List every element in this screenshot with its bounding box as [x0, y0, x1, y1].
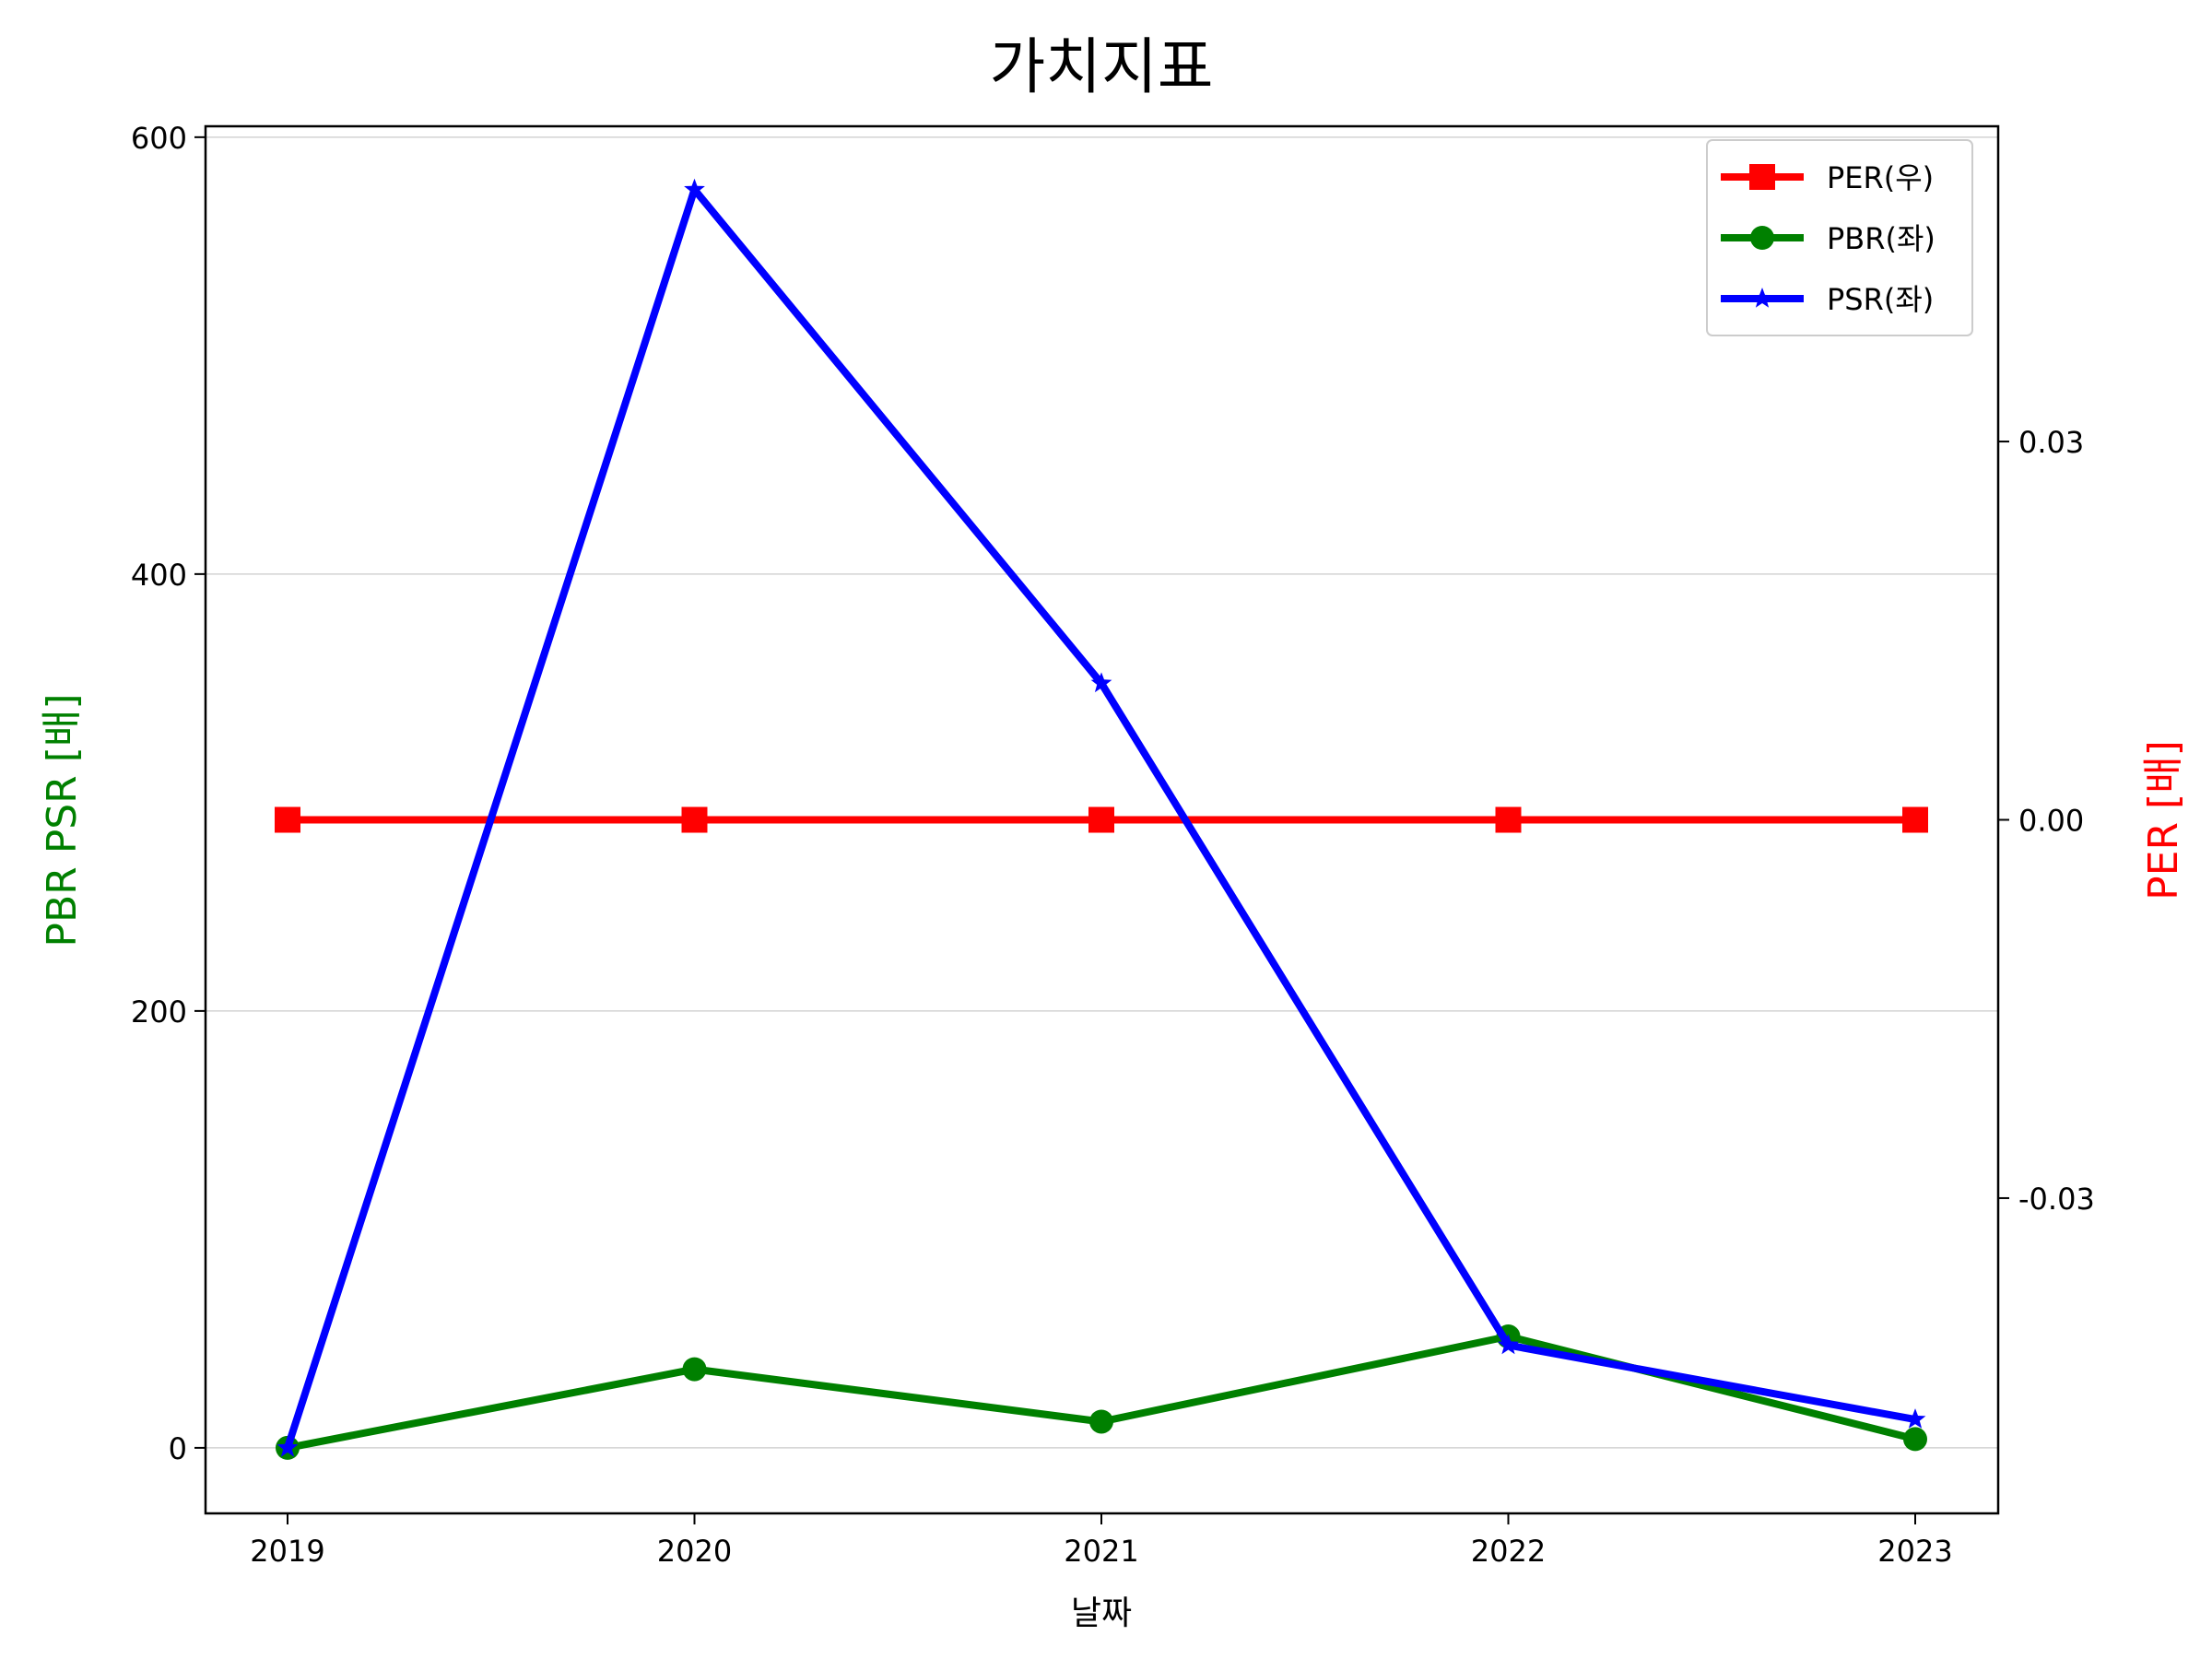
data-point — [1495, 806, 1522, 833]
axes: 0 200 400 600 -0.03 0.00 0.03 2019 2020 2021 2022 2… — [131, 121, 2095, 1569]
legend: PER(우) PBR(좌) PSR(좌) — [1706, 139, 1973, 336]
right-y-axis-label: PER [배] — [2140, 740, 2187, 900]
left-y-tick-label: 200 — [131, 994, 187, 1030]
data-point — [1903, 1427, 1927, 1452]
x-tick-label: 2020 — [657, 1534, 732, 1569]
left-y-tick-label: 0 — [169, 1431, 187, 1466]
left-y-tick-label: 600 — [131, 121, 187, 156]
data-point — [682, 1357, 707, 1382]
legend-marker — [1750, 226, 1774, 250]
data-point — [1498, 1334, 1519, 1355]
series-psr — [276, 178, 1926, 1457]
data-point — [681, 806, 708, 833]
data-point — [275, 806, 300, 833]
legend-label: PER(우) — [1827, 160, 1934, 195]
left-y-axis-label: PBR PSR [배] — [39, 693, 86, 947]
legend-item: PSR(좌) — [1721, 282, 1934, 317]
data-point — [684, 178, 705, 199]
data-point — [1904, 1408, 1926, 1429]
data-point — [1090, 672, 1112, 693]
series-layer — [275, 178, 1928, 1460]
chart-title: 가치지표 — [990, 31, 1214, 102]
x-tick-label: 2022 — [1471, 1534, 1546, 1569]
right-y-tick-label: 0.03 — [2018, 425, 2084, 460]
x-tick-label: 2019 — [250, 1534, 324, 1569]
data-point — [276, 1436, 299, 1457]
data-point — [1902, 806, 1928, 833]
legend-label: PBR(좌) — [1827, 221, 1936, 256]
legend-label: PSR(좌) — [1827, 282, 1934, 317]
series-per — [275, 806, 1928, 833]
legend-marker — [1749, 164, 1775, 190]
right-y-tick-label: -0.03 — [2018, 1182, 2095, 1217]
data-point — [1089, 1409, 1113, 1434]
grid-lines — [206, 136, 1998, 1449]
legend-item: PBR(좌) — [1721, 221, 1936, 256]
right-y-tick-label: 0.00 — [2018, 804, 2084, 839]
legend-marker — [1751, 288, 1773, 308]
x-tick-label: 2021 — [1064, 1534, 1138, 1569]
data-point — [1088, 806, 1114, 833]
x-axis-label: 날짜 — [1071, 1594, 1132, 1632]
x-tick-label: 2023 — [1877, 1534, 1952, 1569]
legend-item: PER(우) — [1721, 160, 1934, 195]
left-y-tick-label: 400 — [131, 558, 187, 593]
